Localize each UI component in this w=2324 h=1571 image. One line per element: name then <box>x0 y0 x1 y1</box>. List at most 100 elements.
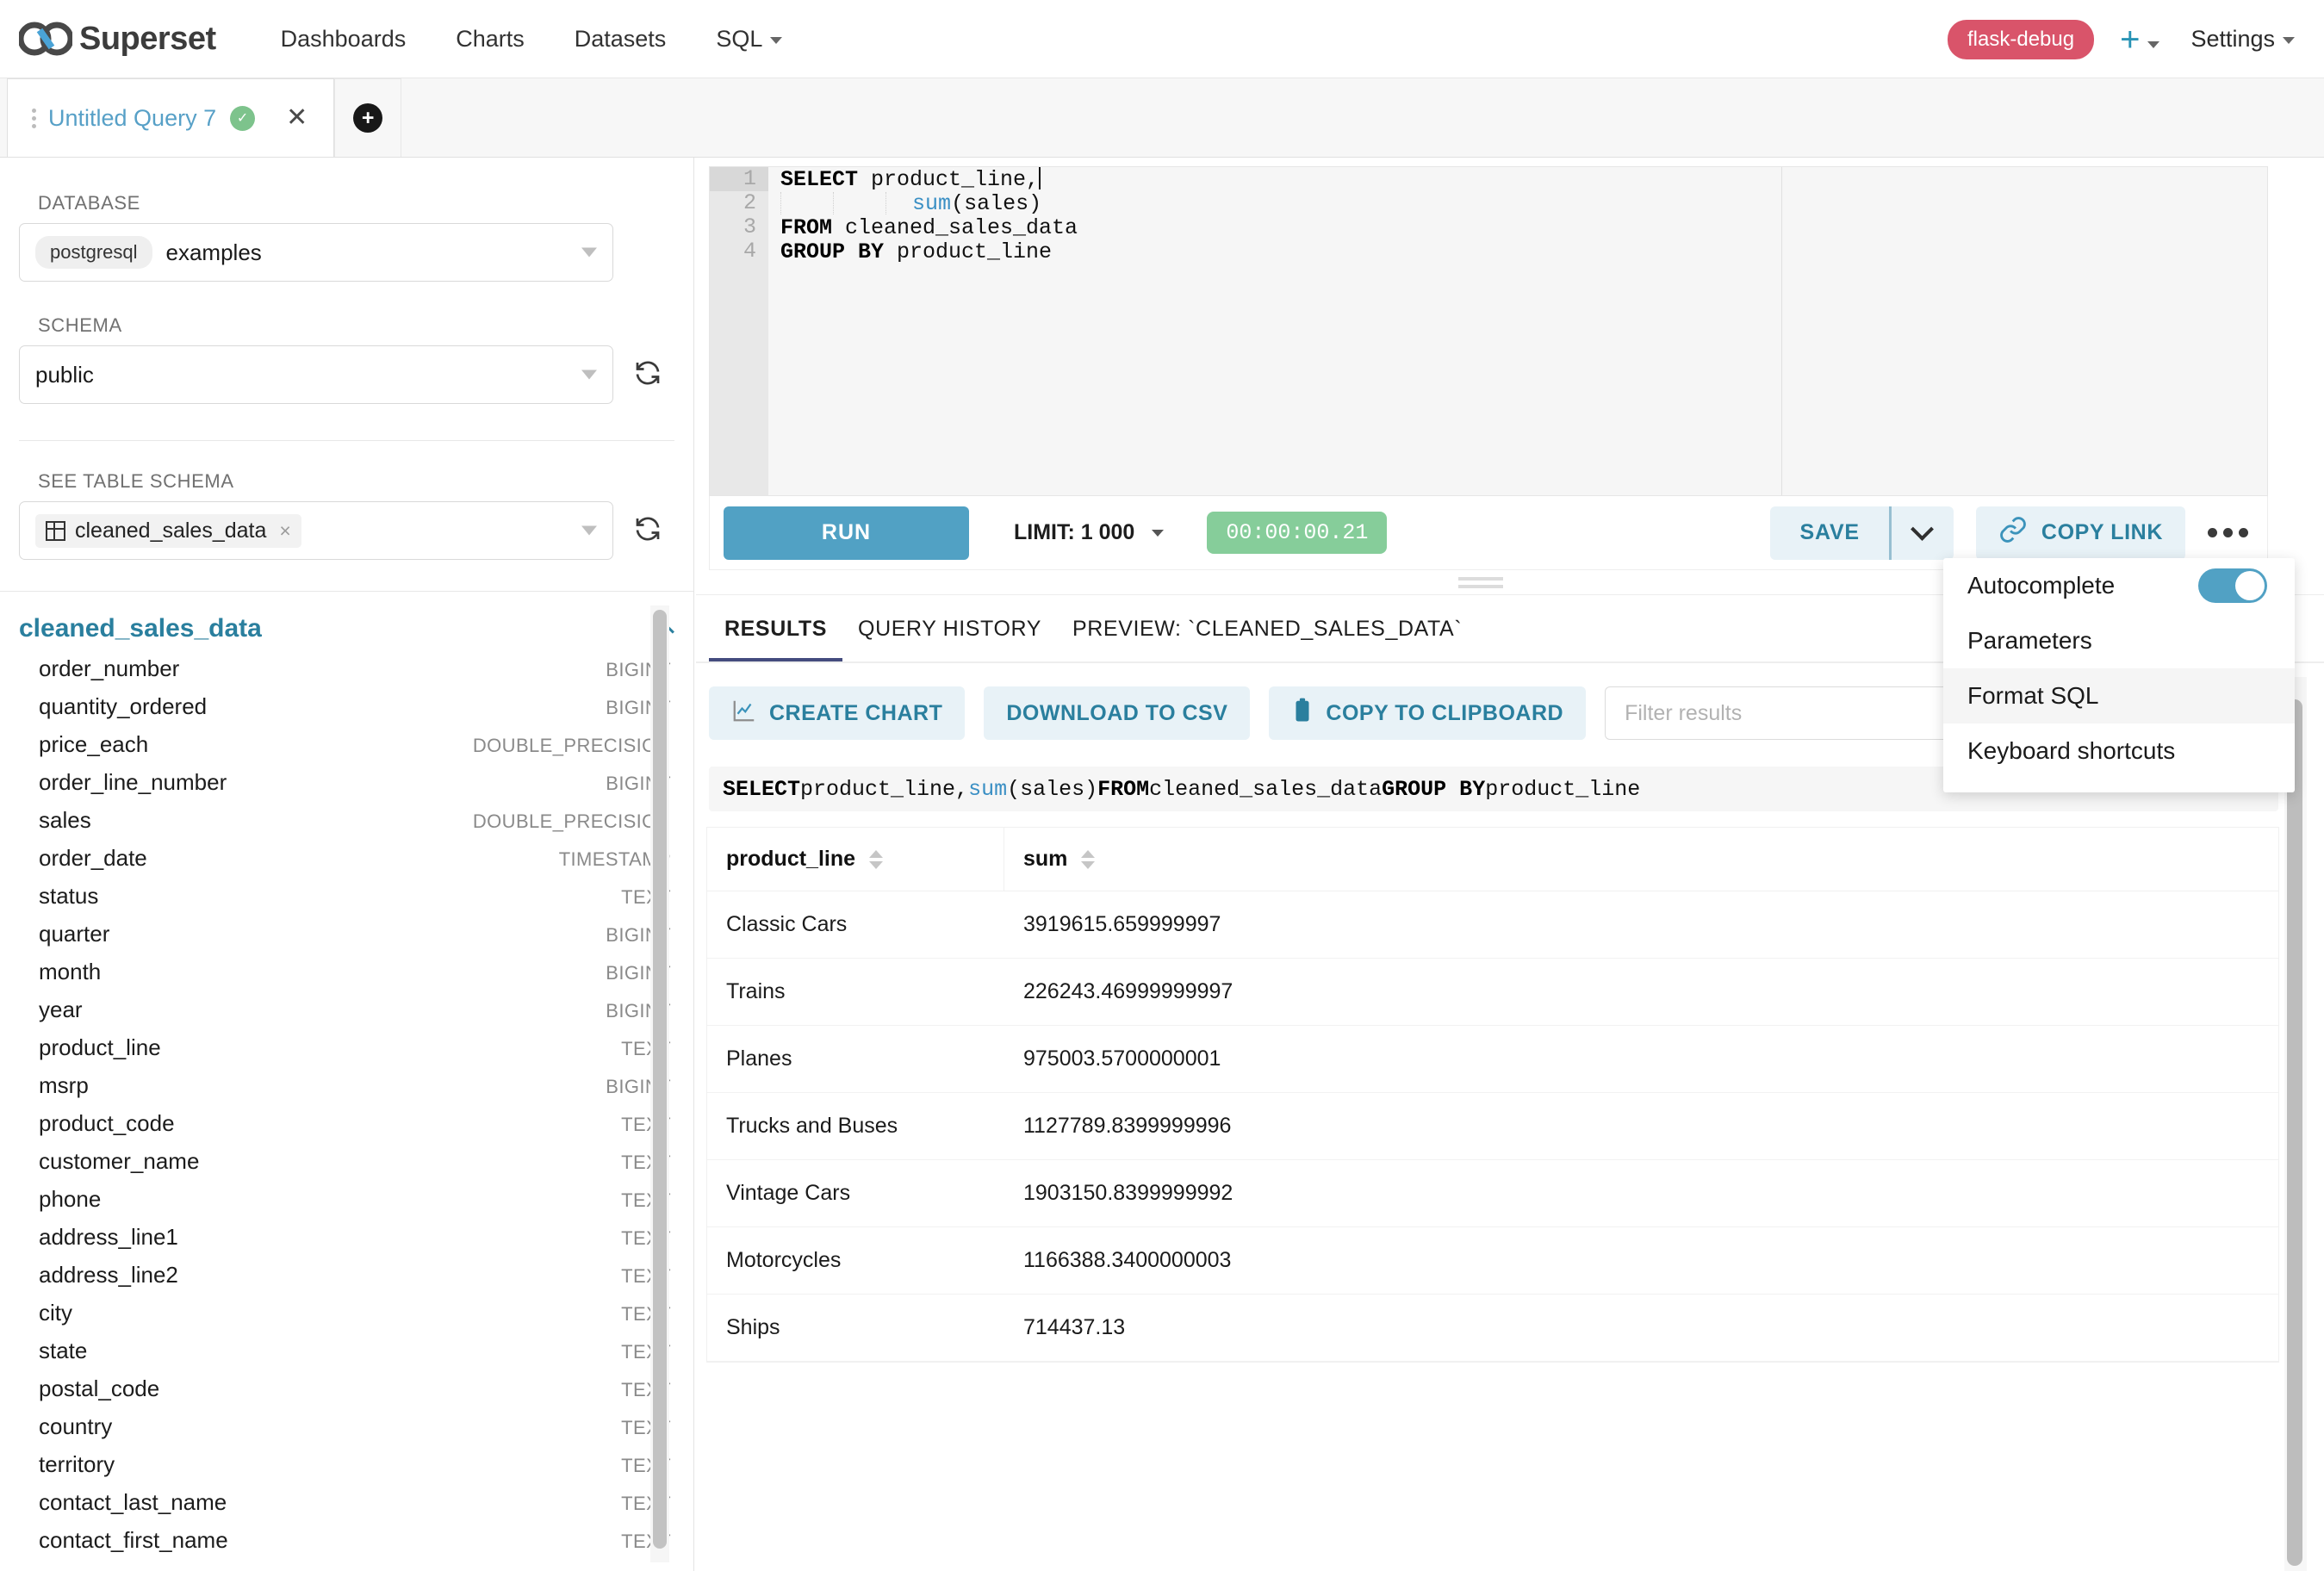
schema-section: SCHEMA public <box>0 282 693 404</box>
column-row[interactable]: postal_code TEXT <box>0 1372 693 1410</box>
column-row[interactable]: country TEXT <box>0 1410 693 1448</box>
remove-table-icon[interactable]: × <box>279 518 291 542</box>
column-row[interactable]: sales DOUBLE_PRECISION <box>0 804 693 841</box>
column-row[interactable]: status TEXT <box>0 879 693 917</box>
save-dropdown-button[interactable] <box>1891 506 1954 560</box>
limit-label[interactable]: LIMIT: 1 000 <box>1014 520 1135 544</box>
column-row[interactable]: price_each DOUBLE_PRECISION <box>0 728 693 766</box>
column-row[interactable]: contact_last_name TEXT <box>0 1486 693 1524</box>
table-row[interactable]: Ships 714437.13 <box>707 1295 2278 1362</box>
panel-resize-handle[interactable] <box>1458 577 1503 589</box>
menu-item[interactable]: Format SQL <box>1943 668 2295 723</box>
autocomplete-toggle[interactable] <box>2198 568 2267 603</box>
nav-link-charts[interactable]: Charts <box>431 26 550 53</box>
column-row[interactable]: state TEXT <box>0 1334 693 1372</box>
cell-product-line: Planes <box>726 1046 792 1071</box>
save-button[interactable]: SAVE <box>1770 506 1889 560</box>
database-select[interactable]: postgresql examples <box>19 223 613 282</box>
menu-item[interactable]: Keyboard shortcuts <box>1943 723 2295 779</box>
column-row[interactable]: product_line TEXT <box>0 1031 693 1069</box>
column-row[interactable]: customer_name TEXT <box>0 1145 693 1183</box>
new-query-tab-button[interactable]: + <box>334 78 402 157</box>
table-pill: cleaned_sales_data × <box>35 513 301 548</box>
table-icon <box>46 520 65 541</box>
results-tab[interactable]: QUERY HISTORY <box>842 595 1057 662</box>
copy-clipboard-button[interactable]: COPY TO CLIPBOARD <box>1269 686 1587 740</box>
editor-code[interactable]: SELECT product_line, sum(sales) FROM clea… <box>768 167 2267 495</box>
code-line-3-rest: cleaned_sales_data <box>832 215 1078 240</box>
column-row[interactable]: city TEXT <box>0 1296 693 1334</box>
table-row[interactable]: Planes 975003.5700000001 <box>707 1026 2278 1093</box>
column-type: DOUBLE_PRECISION <box>472 735 671 756</box>
nav-link-datasets[interactable]: Datasets <box>550 26 692 53</box>
column-row[interactable]: quantity_ordered BIGINT <box>0 690 693 728</box>
left-panel-scrollbar-thumb[interactable] <box>653 610 667 1549</box>
column-row[interactable]: territory TEXT <box>0 1448 693 1486</box>
nav-link-sql-label: SQL <box>716 25 763 52</box>
results-tab[interactable]: RESULTS <box>709 595 843 662</box>
table-row[interactable]: Motorcycles 1166388.3400000003 <box>707 1227 2278 1295</box>
column-name: quarter <box>39 921 110 947</box>
results-scrollbar-thumb[interactable] <box>2287 699 2302 1566</box>
sort-icon[interactable] <box>869 849 884 869</box>
sql-editor[interactable]: 1 2 3 4 SELECT product_line, sum(sales) F… <box>709 166 2268 496</box>
column-row[interactable]: address_line2 TEXT <box>0 1258 693 1296</box>
column-name: msrp <box>39 1072 89 1098</box>
menu-item[interactable]: Autocomplete <box>1943 558 2295 613</box>
sql-text-2: (sales) <box>1007 776 1098 802</box>
query-tab-label: Untitled Query 7 <box>48 104 217 131</box>
run-button[interactable]: RUN <box>724 506 969 560</box>
left-panel: DATABASE postgresql examples SCHEMA publ… <box>0 158 694 1571</box>
brand[interactable]: Superset <box>17 21 216 58</box>
results-tab[interactable]: PREVIEW: `CLEANED_SALES_DATA` <box>1057 595 1477 662</box>
column-row[interactable]: order_line_number BIGINT <box>0 766 693 804</box>
flask-debug-badge[interactable]: flask-debug <box>1948 19 2095 59</box>
table-row[interactable]: Trucks and Buses 1127789.8399999996 <box>707 1093 2278 1160</box>
sql-keyword-from: FROM <box>780 215 833 240</box>
menu-item[interactable]: Parameters <box>1943 613 2295 668</box>
column-name: city <box>39 1300 72 1326</box>
cell-product-line: Trucks and Buses <box>726 1114 898 1138</box>
line-number-4: 4 <box>743 239 756 264</box>
schema-select[interactable]: public <box>19 345 613 404</box>
query-tab-untitled-query-7[interactable]: Untitled Query 7 ✓ ✕ <box>7 78 335 157</box>
column-row[interactable]: product_code TEXT <box>0 1107 693 1145</box>
table-row[interactable]: Vintage Cars 1903150.8399999992 <box>707 1160 2278 1227</box>
column-row[interactable]: order_number BIGINT <box>0 652 693 690</box>
create-chart-button[interactable]: CREATE CHART <box>709 686 966 740</box>
settings-menu[interactable]: Settings <box>2190 26 2295 53</box>
drag-handle-icon[interactable] <box>32 108 36 128</box>
column-name: order_number <box>39 655 180 681</box>
nav-link-sql[interactable]: SQL <box>691 26 807 53</box>
nav-right: flask-debug + Settings <box>1948 0 2307 78</box>
table-schema-title: cleaned_sales_data <box>19 614 262 643</box>
chevron-down-icon[interactable] <box>1152 529 1165 537</box>
column-row[interactable]: msrp BIGINT <box>0 1069 693 1107</box>
table-select[interactable]: cleaned_sales_data × <box>19 501 613 560</box>
copy-link-button[interactable]: COPY LINK <box>1975 506 2185 560</box>
sql-keyword-group-by: GROUP BY <box>780 239 885 264</box>
more-options-icon[interactable] <box>2208 528 2248 537</box>
column-row[interactable]: order_date TIMESTAMP <box>0 841 693 879</box>
column-row[interactable]: year BIGINT <box>0 993 693 1031</box>
column-row[interactable]: phone TEXT <box>0 1183 693 1220</box>
table-row[interactable]: Classic Cars 3919615.659999997 <box>707 891 2278 959</box>
column-row[interactable]: quarter BIGINT <box>0 917 693 955</box>
column-row[interactable]: month BIGINT <box>0 955 693 993</box>
close-icon[interactable]: ✕ <box>286 103 308 132</box>
column-header-sum[interactable]: sum <box>1004 828 1096 891</box>
refresh-schema-icon[interactable] <box>632 357 663 393</box>
nav-links: Dashboards Charts Datasets SQL <box>256 26 808 53</box>
chevron-down-icon <box>770 36 783 44</box>
refresh-table-icon[interactable] <box>632 513 663 549</box>
download-csv-button[interactable]: DOWNLOAD TO CSV <box>984 686 1251 740</box>
table-schema-header[interactable]: cleaned_sales_data <box>0 592 693 652</box>
column-row[interactable]: contact_first_name TEXT <box>0 1524 693 1562</box>
column-header-product-line[interactable]: product_line <box>707 828 1004 891</box>
add-new-button[interactable]: + <box>2120 22 2160 57</box>
nav-link-dashboards[interactable]: Dashboards <box>256 26 432 53</box>
plus-icon: + <box>353 103 383 133</box>
table-row[interactable]: Trains 226243.46999999997 <box>707 959 2278 1026</box>
sort-icon[interactable] <box>1081 849 1096 869</box>
column-row[interactable]: address_line1 TEXT <box>0 1220 693 1258</box>
